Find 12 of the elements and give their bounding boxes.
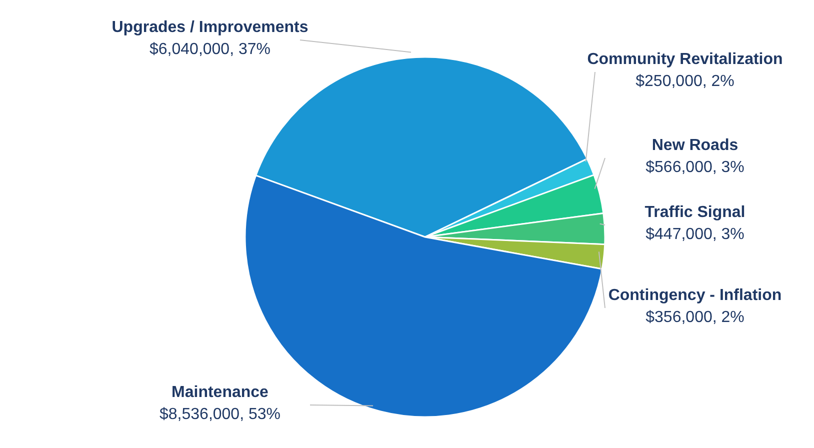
data-label: $356,000, 2%: [646, 309, 744, 326]
slice-label: Traffic Signal: [644, 204, 746, 221]
slice-label: Contingency - Inflation: [608, 287, 782, 304]
data-label: $566,000, 3%: [646, 159, 744, 176]
slice-label: Community Revitalization: [587, 51, 783, 68]
slice-label: Upgrades / Improvements: [112, 19, 308, 36]
data-label: $447,000, 3%: [646, 226, 744, 243]
slice-label: New Roads: [652, 137, 738, 154]
slice-label: Maintenance: [172, 384, 269, 401]
data-label: $250,000, 2%: [636, 73, 734, 90]
data-label: $8,536,000, 53%: [160, 406, 280, 423]
data-label: $6,040,000, 37%: [150, 41, 270, 58]
